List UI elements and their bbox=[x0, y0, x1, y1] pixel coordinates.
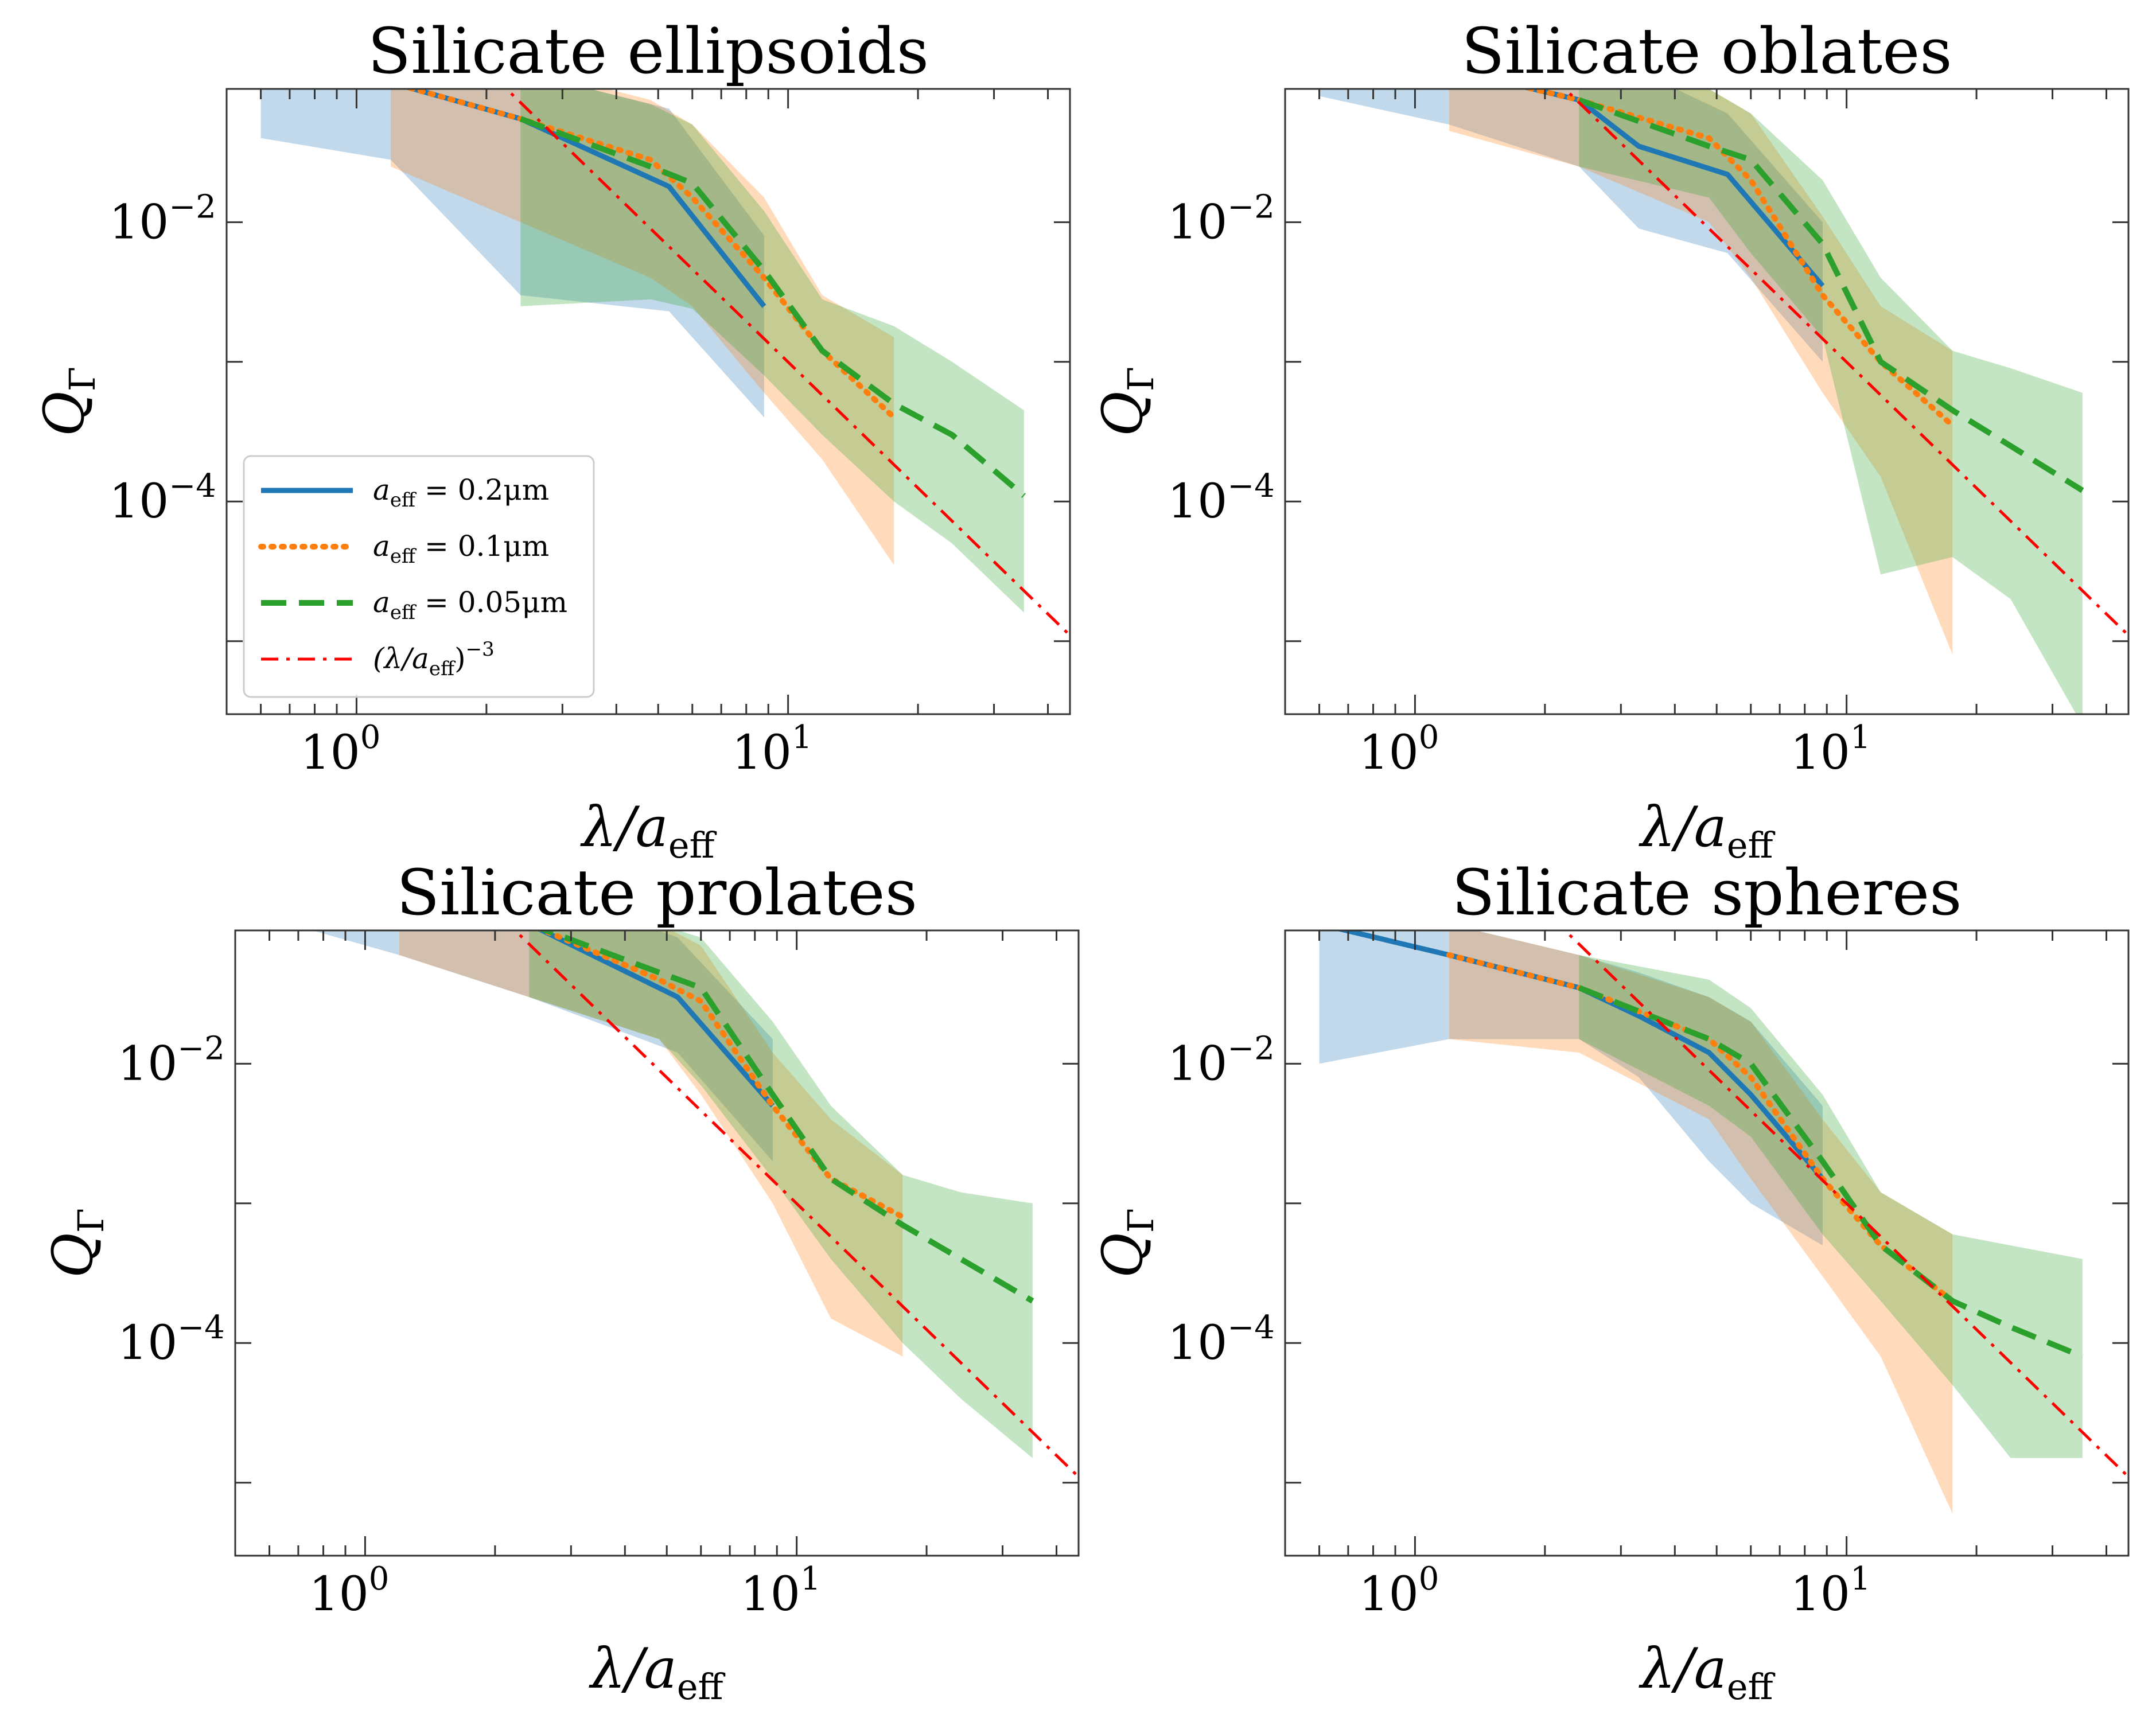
legend-label-a01: aeff = 0.1μm bbox=[373, 529, 549, 568]
x-tick-label: 101 bbox=[732, 719, 812, 780]
band-a02 bbox=[1319, 930, 1823, 1246]
plot-area bbox=[312, 930, 1079, 1478]
band-a005 bbox=[1579, 89, 2083, 714]
axes-frame bbox=[234, 929, 1080, 1557]
legend-frame bbox=[243, 455, 595, 698]
x-tick-label: 101 bbox=[741, 1560, 821, 1622]
panel-2: 100 101 10−2 10−4 Silicate oblates λ/aeff QΓ bbox=[1091, 14, 2130, 866]
band-a005 bbox=[529, 930, 1033, 1458]
panel-title: Silicate prolates bbox=[396, 856, 917, 929]
band-a005 bbox=[1579, 955, 2083, 1458]
x-axis-label: λ/aeff bbox=[588, 1637, 725, 1708]
line-a005 bbox=[1578, 97, 2084, 493]
panel-title: Silicate ellipsoids bbox=[368, 14, 929, 88]
y-axis-label: QΓ bbox=[1091, 1208, 1162, 1278]
y-tick-label: 10−4 bbox=[1167, 468, 1275, 529]
line-a01 bbox=[536, 930, 906, 1220]
panel-title: Silicate spheres bbox=[1451, 856, 1962, 929]
y-tick-label: 10−2 bbox=[1167, 188, 1275, 250]
plot-area bbox=[260, 89, 1070, 637]
line-a02 bbox=[536, 930, 775, 1108]
x-tick-label: 100 bbox=[300, 719, 380, 780]
y-tick-label: 10−2 bbox=[118, 1030, 225, 1091]
y-tick-label: 10−4 bbox=[109, 468, 216, 529]
line-ref bbox=[513, 930, 1079, 1478]
x-tick-label: 100 bbox=[1359, 1560, 1439, 1622]
y-tick-label: 10−4 bbox=[1167, 1309, 1275, 1370]
y-tick-label: 10−2 bbox=[1167, 1030, 1275, 1091]
legend-label-a005: aeff = 0.05μm bbox=[373, 586, 567, 624]
axes-frame bbox=[225, 88, 1071, 715]
plot-area bbox=[1319, 930, 2128, 1514]
line-a02 bbox=[1521, 89, 1825, 288]
x-tick-label: 101 bbox=[1791, 719, 1871, 780]
band-a005 bbox=[520, 89, 1024, 613]
x-axis-label: λ/aeff bbox=[579, 795, 717, 866]
legend-label-a02: aeff = 0.2μm bbox=[373, 473, 549, 512]
y-tick-label: 10−4 bbox=[118, 1309, 225, 1370]
x-tick-label: 101 bbox=[1791, 1560, 1871, 1622]
y-axis-label: QΓ bbox=[32, 367, 103, 437]
line-a005 bbox=[1578, 985, 2084, 1360]
axes-frame bbox=[1284, 929, 2130, 1557]
x-axis-label: λ/aeff bbox=[1638, 1637, 1775, 1708]
line-ref bbox=[1563, 930, 2128, 1478]
y-axis-label: QΓ bbox=[1091, 367, 1162, 437]
x-tick-label: 100 bbox=[309, 1560, 389, 1622]
band-a01 bbox=[1449, 89, 1953, 655]
line-ref bbox=[1563, 89, 2128, 637]
x-tick-label: 100 bbox=[1359, 719, 1439, 780]
panel-title: Silicate oblates bbox=[1461, 14, 1952, 88]
line-ref bbox=[504, 89, 1070, 637]
x-axis-label: λ/aeff bbox=[1638, 795, 1775, 866]
panel-1: 100 101 10−2 10−4 Silicate ellipsoids λ/aeff Q… bbox=[32, 14, 1071, 866]
band-a01 bbox=[391, 89, 894, 566]
line-a005 bbox=[519, 116, 1026, 498]
legend: aeff = 0.2μm aeff = 0.1μm aeff = 0.05μm (λ/… bbox=[243, 455, 595, 698]
axes-frame bbox=[1284, 88, 2130, 715]
plot-area bbox=[1319, 89, 2128, 714]
line-a005 bbox=[538, 930, 1034, 1304]
y-tick-label: 10−2 bbox=[109, 188, 216, 250]
legend-label-ref: (λ/aeff)−3 bbox=[373, 638, 495, 680]
band-a02 bbox=[1319, 89, 1823, 362]
panel-4: 100 101 10−2 10−4 Silicate spheres λ/aeff QΓ bbox=[1091, 856, 2130, 1708]
y-axis-label: QΓ bbox=[41, 1208, 112, 1278]
panel-3: 100 101 10−2 10−4 Silicate prolates λ/aeff QΓ bbox=[41, 856, 1080, 1708]
